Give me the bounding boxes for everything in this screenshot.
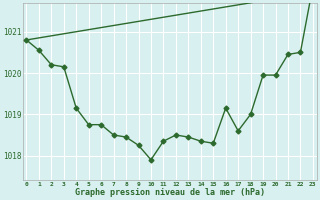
- X-axis label: Graphe pression niveau de la mer (hPa): Graphe pression niveau de la mer (hPa): [75, 188, 265, 197]
